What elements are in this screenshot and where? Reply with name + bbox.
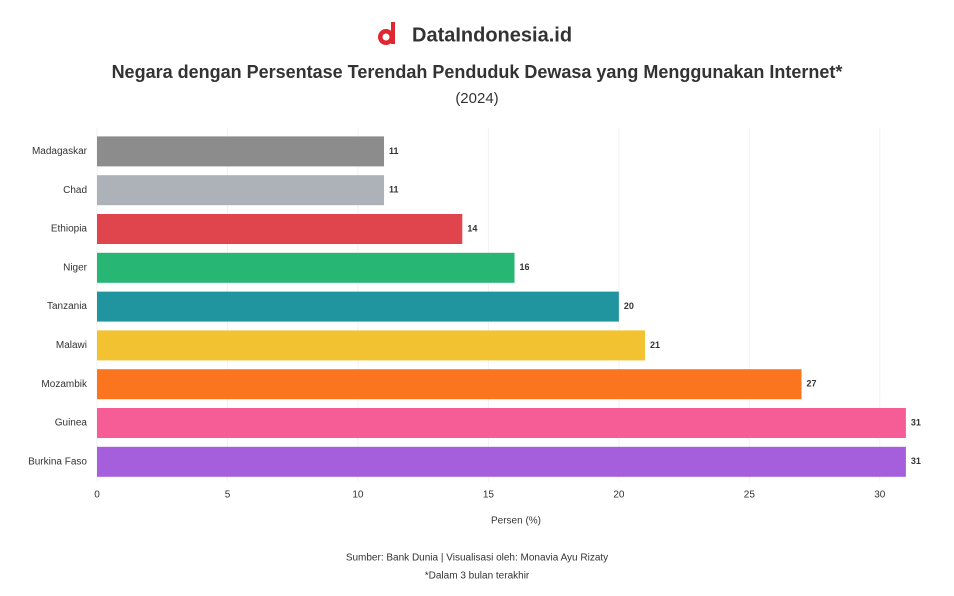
data-label: 27 xyxy=(807,379,817,389)
x-tick-label: 15 xyxy=(483,490,495,501)
bar xyxy=(97,252,515,283)
y-tick-label: Tanzania xyxy=(47,301,87,312)
bar xyxy=(97,175,385,206)
source: Sumber: Bank Dunia | Visualisasi oleh: M… xyxy=(346,553,608,564)
x-tick-label: 10 xyxy=(352,490,364,501)
chart-title: Negara dengan Persentase Terendah Pendud… xyxy=(112,62,843,82)
y-tick-label: Ethiopia xyxy=(51,224,88,235)
bar xyxy=(97,446,906,477)
x-tick-label: 30 xyxy=(874,490,886,501)
y-tick-label: Guinea xyxy=(55,418,88,429)
logo-icon xyxy=(378,22,395,45)
bar xyxy=(97,369,802,400)
y-tick-label: Mozambik xyxy=(41,379,88,390)
data-label: 31 xyxy=(911,456,921,466)
y-tick-label: Madagaskar xyxy=(32,146,88,157)
note: *Dalam 3 bulan terakhir xyxy=(425,571,530,582)
data-label: 16 xyxy=(520,262,530,272)
data-label: 31 xyxy=(911,417,921,427)
x-tick-label: 5 xyxy=(225,490,231,501)
bar xyxy=(97,214,463,244)
y-tick-label: Burkina Faso xyxy=(28,456,87,467)
data-label: 21 xyxy=(650,340,660,350)
data-label: 11 xyxy=(389,146,399,156)
bar xyxy=(97,136,385,167)
x-tick-label: 20 xyxy=(613,490,625,501)
x-tick-label: 25 xyxy=(744,490,756,501)
data-label: 14 xyxy=(467,223,477,233)
y-tick-label: Niger xyxy=(63,262,88,273)
bar xyxy=(97,408,906,438)
bar xyxy=(97,291,619,322)
x-tick-label: 0 xyxy=(94,490,100,501)
data-label: 20 xyxy=(624,301,634,311)
x-axis-title: Persen (%) xyxy=(491,516,541,527)
y-tick-label: Malawi xyxy=(56,340,87,351)
brand: DataIndonesia.id xyxy=(412,24,572,46)
y-tick-label: Chad xyxy=(63,185,87,196)
data-label: 11 xyxy=(389,185,399,195)
bar xyxy=(97,330,645,361)
chart-subtitle: (2024) xyxy=(455,90,498,107)
